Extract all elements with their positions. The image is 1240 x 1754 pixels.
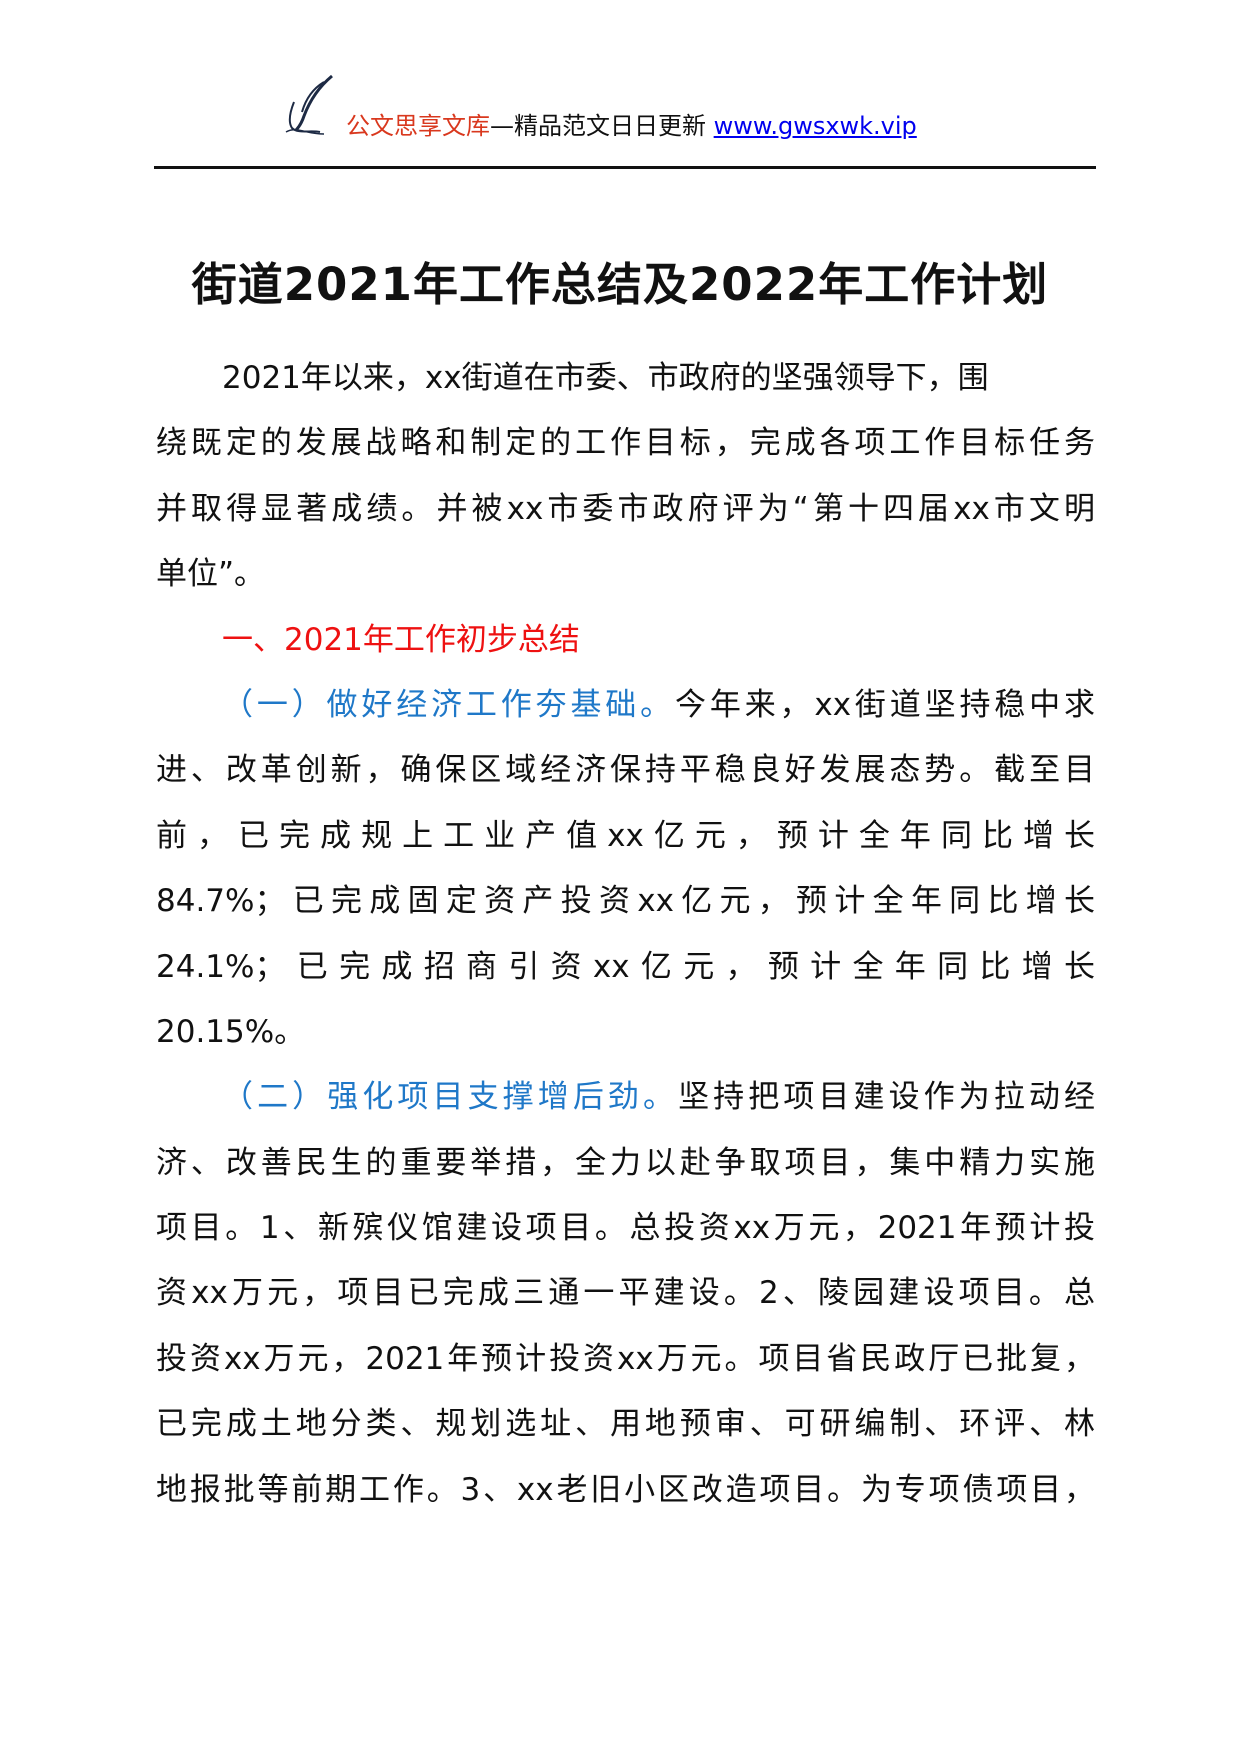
body-line: 前，已完成规上工业产值xx亿元，预计全年同比增长 (156, 817, 1095, 854)
body-line: 已完成土地分类、规划选址、用地预审、可研编制、环评、林 (156, 1406, 1095, 1443)
document-title: 街道2021年工作总结及2022年工作计划 (191, 258, 1049, 311)
body-line: 资xx万元，项目已完成三通一平建设。2、陵园建设项目。总 (156, 1275, 1095, 1312)
body-line: （二）强化项目支撑增后劲。坚持把项目建设作为拉动经 (222, 1079, 1096, 1116)
quill-pen-icon (285, 74, 333, 135)
body-line: 并取得显著成绩。并被xx市委市政府评为“第十四届xx市文明 (156, 490, 1095, 527)
body-line: 20.15%。 (156, 1013, 306, 1050)
body-line: 投资xx万元，2021年预计投资xx万元。项目省民政厅已批复， (156, 1340, 1095, 1377)
slogan: —精品范文日日更新 (490, 112, 714, 140)
body-line: 地报批等前期工作。3、xx老旧小区改造项目。为专项债项目， (156, 1471, 1095, 1508)
body-line: 24.1%；已完成招商引资xx亿元，预计全年同比增长 (156, 948, 1095, 985)
body-line: 济、改善民生的重要举措，全力以赴争取项目，集中精力实施 (156, 1144, 1095, 1181)
body-line: 项目。1、新殡仪馆建设项目。总投资xx万元，2021年预计投 (156, 1210, 1095, 1247)
header-divider (154, 166, 1096, 169)
body-line: 单位”。 (156, 556, 266, 593)
header-text: 公文思享文库—精品范文日日更新 www.gwsxwk.vip (346, 106, 917, 141)
body-line: 进、改革创新，确保区域经济保持平稳良好发展态势。截至目 (156, 752, 1095, 789)
site-link[interactable]: www.gwsxwk.vip (713, 112, 917, 140)
page-header: 公文思享文库—精品范文日日更新 www.gwsxwk.vip (280, 72, 1000, 152)
document-body: 2021年以来，xx街道在市委、市政府的坚强领导下，围 绕既定的发展战略和制定的… (156, 346, 1095, 1523)
subheading: （二）强化项目支撑增后劲。 (222, 1079, 679, 1116)
body-line: 2021年以来，xx街道在市委、市政府的坚强领导下，围 (222, 360, 989, 396)
section-heading: 一、2021年工作初步总结 (222, 621, 580, 658)
subheading: （一）做好经济工作夯基础。 (222, 686, 675, 723)
brand-name: 公文思享文库 (346, 112, 490, 140)
body-line: 绕既定的发展战略和制定的工作目标，完成各项工作目标任务 (156, 425, 1095, 462)
body-line: 84.7%；已完成固定资产投资xx亿元，预计全年同比增长 (156, 883, 1095, 920)
body-line: （一）做好经济工作夯基础。今年来，xx街道坚持稳中求 (222, 686, 1095, 723)
